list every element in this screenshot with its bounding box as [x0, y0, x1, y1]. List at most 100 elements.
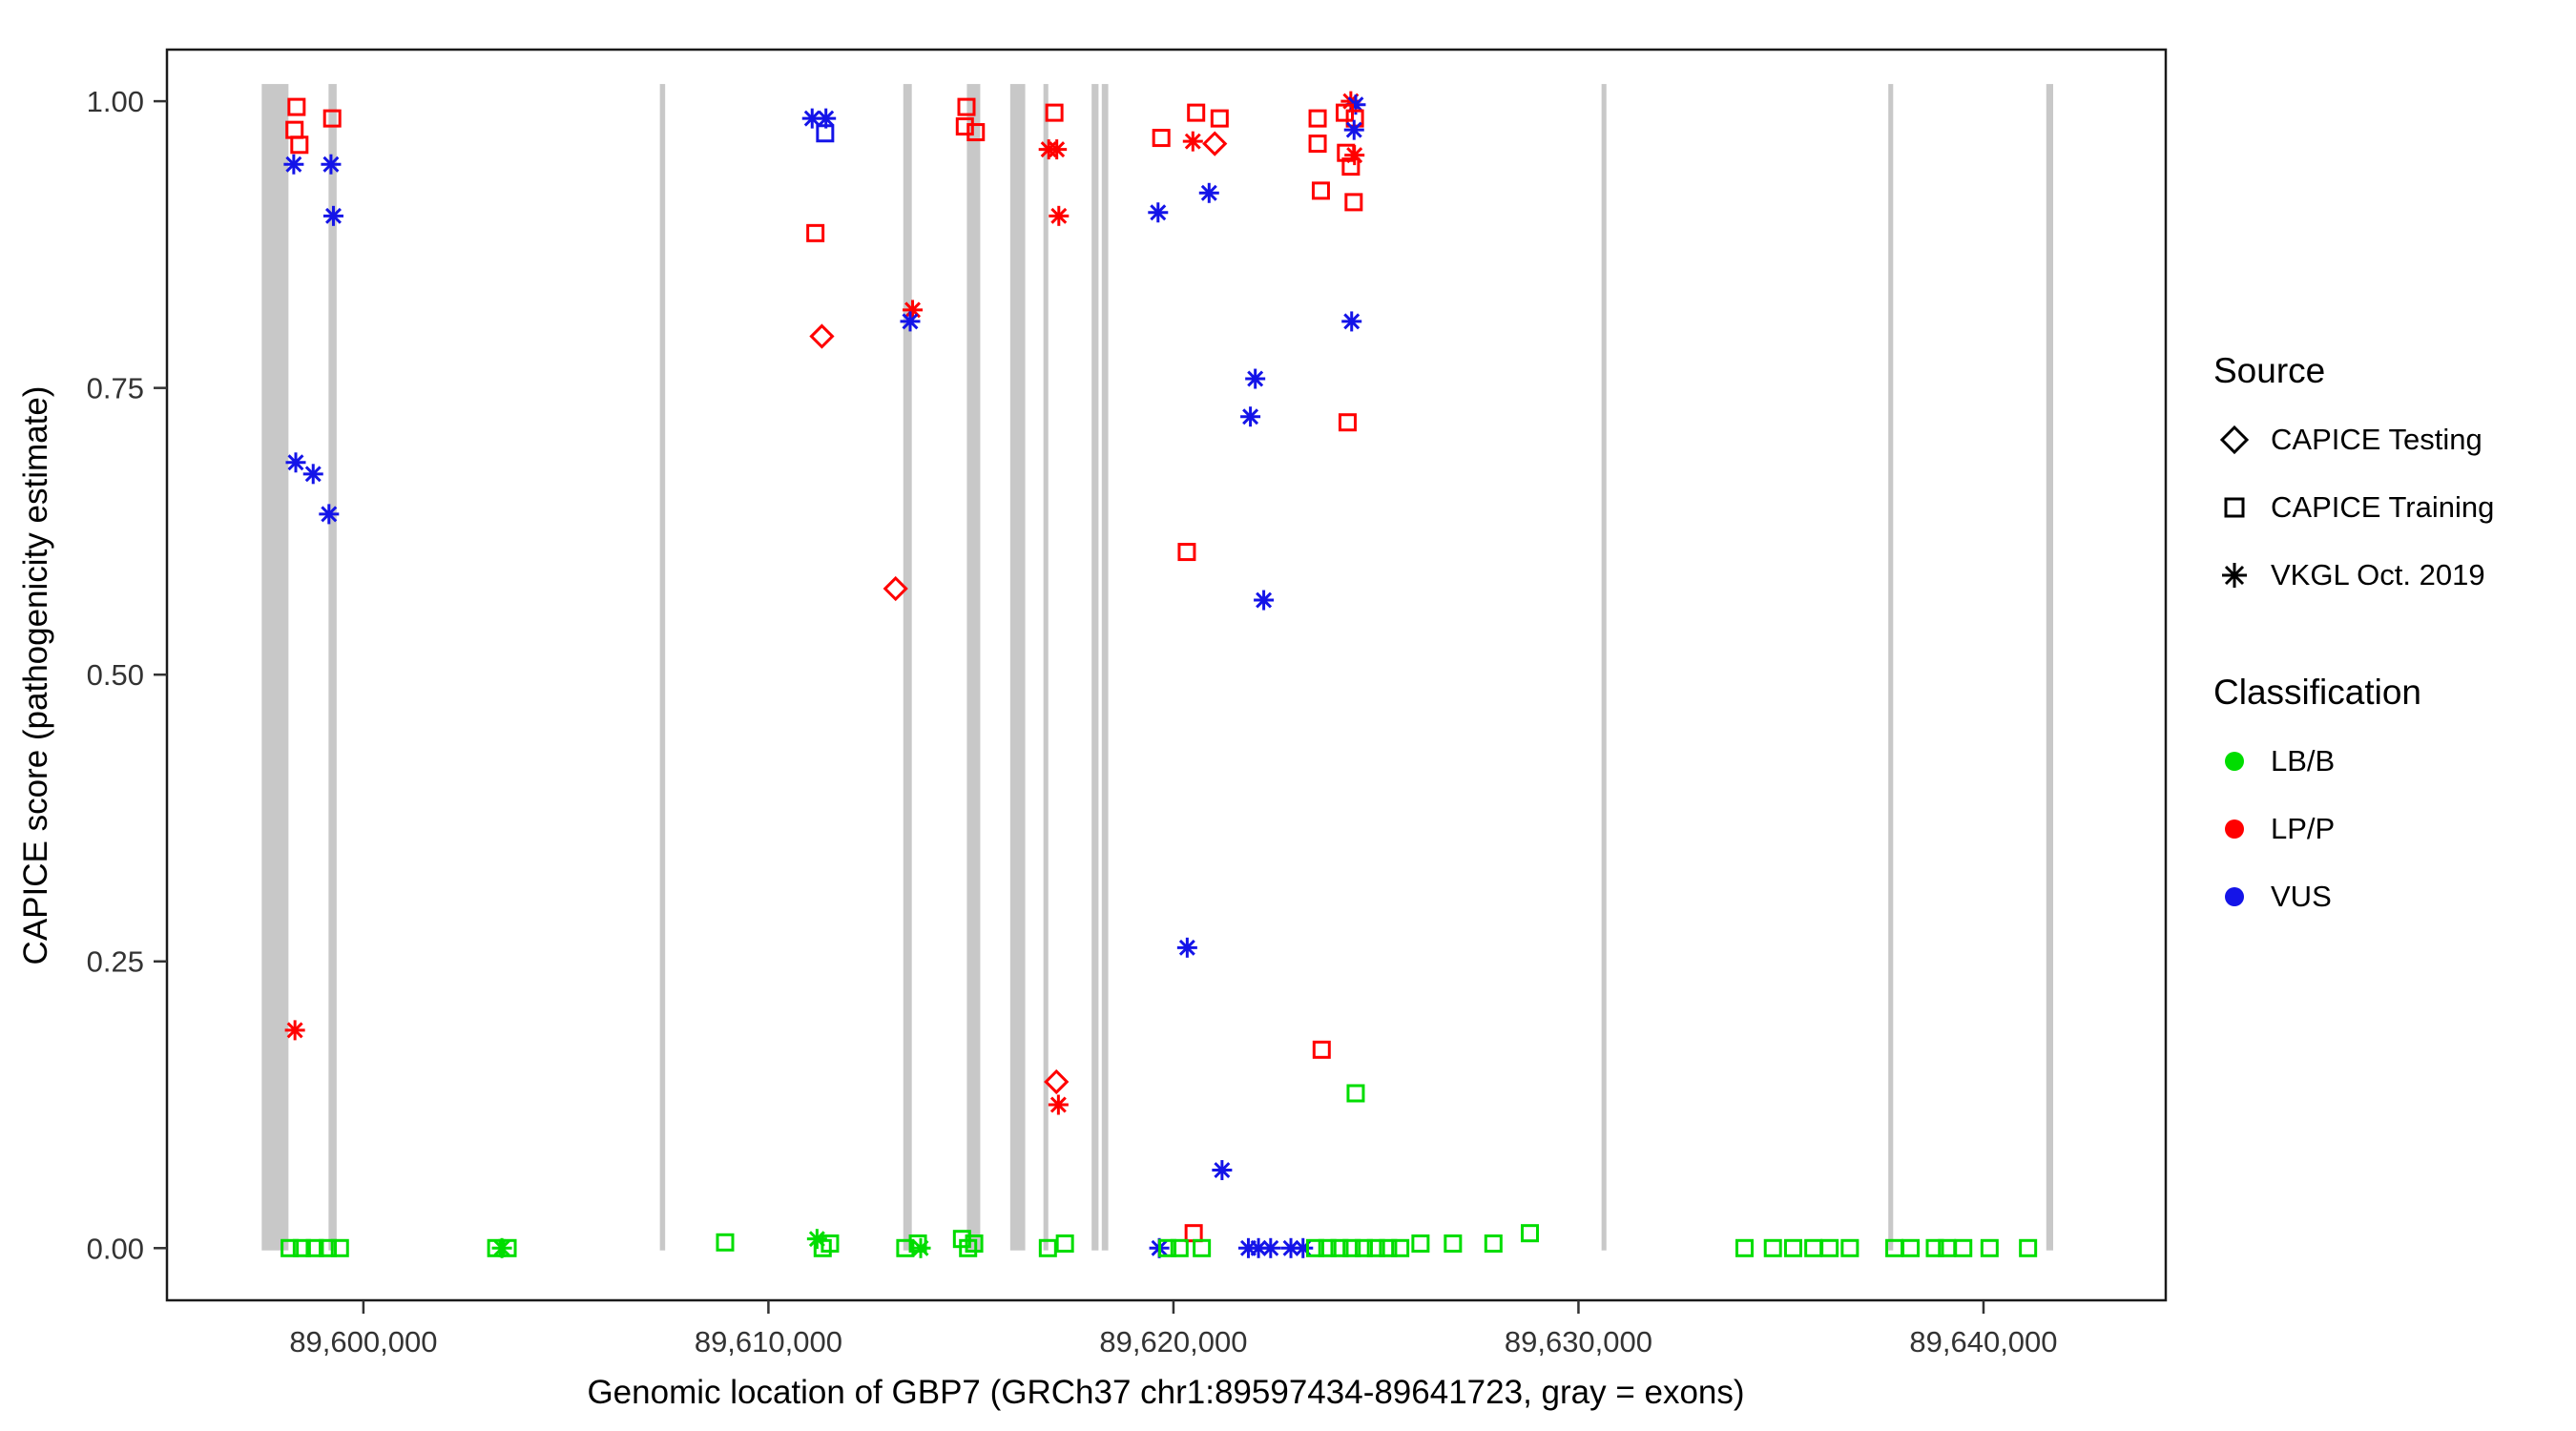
data-point-asterisk — [322, 205, 343, 226]
data-point-square — [1366, 1238, 1385, 1257]
data-point-square — [292, 1238, 311, 1257]
legend-gap — [2213, 619, 2494, 673]
y-tick-label: 1.00 — [87, 85, 144, 118]
x-tick-label: 89,600,000 — [289, 1325, 437, 1358]
data-point-diamond — [1044, 1068, 1070, 1095]
data-point-square — [1341, 157, 1361, 176]
data-point-square — [1338, 413, 1357, 432]
data-point-square — [290, 135, 309, 155]
data-point-asterisk — [283, 154, 304, 175]
data-point-square — [1783, 1238, 1802, 1257]
data-point-square — [2019, 1238, 2038, 1257]
data-point-square — [1045, 103, 1064, 122]
exon-bar — [328, 84, 337, 1251]
exon-bar — [1043, 84, 1049, 1251]
x-axis-title: Genomic location of GBP7 (GRCh37 chr1:89… — [587, 1374, 1745, 1411]
data-point-square — [1346, 1084, 1365, 1103]
data-point-square — [1308, 109, 1327, 128]
data-point-asterisk — [1260, 1237, 1281, 1258]
data-point-square — [1840, 1238, 1859, 1257]
legend-item-label: LB/B — [2271, 744, 2336, 778]
exon-bar — [1601, 84, 1607, 1251]
data-point-square — [1980, 1238, 1999, 1257]
exon-bar — [1888, 84, 1894, 1251]
data-point-asterisk — [1341, 311, 1362, 332]
data-point-square — [1336, 103, 1355, 122]
data-point-asterisk — [1212, 1160, 1233, 1181]
exon-bar — [966, 84, 981, 1251]
data-point-square — [806, 223, 825, 242]
data-point-square — [821, 1234, 840, 1253]
data-point-square — [1763, 1238, 1782, 1257]
data-point-square — [1391, 1238, 1410, 1257]
data-point-square — [1444, 1234, 1463, 1253]
data-point-asterisk — [1344, 145, 1365, 166]
y-tick-label: 0.50 — [87, 658, 144, 692]
legend-item-label: LP/P — [2271, 812, 2336, 845]
data-point-asterisk — [1148, 202, 1169, 223]
data-point-asterisk — [1198, 182, 1219, 203]
data-point-square — [966, 123, 986, 142]
data-point-square — [1152, 129, 1171, 148]
data-point-asterisk — [319, 504, 340, 525]
x-tick-label: 89,610,000 — [695, 1325, 842, 1358]
data-point-square — [1330, 1238, 1349, 1257]
data-point-square — [816, 124, 835, 143]
data-point-asterisk — [806, 1229, 827, 1250]
data-point-asterisk — [1047, 139, 1068, 160]
data-point-square — [1354, 1238, 1373, 1257]
data-point-square — [1318, 1238, 1337, 1257]
legend-item-capice-testing: CAPICE Testing — [2213, 416, 2494, 464]
panel-border — [165, 48, 2168, 1302]
data-point-asterisk — [1049, 205, 1070, 226]
data-point-asterisk — [801, 108, 822, 129]
data-point-asterisk — [900, 311, 921, 332]
data-point-asterisk — [321, 154, 342, 175]
data-point-square — [1311, 181, 1330, 200]
asterisk-icon — [2222, 563, 2247, 588]
data-point-asterisk — [1280, 1237, 1301, 1258]
y-tick-label: 0.00 — [87, 1232, 144, 1265]
exon-bar — [659, 84, 666, 1251]
y-tick-label: 0.75 — [87, 372, 144, 405]
data-point-square — [952, 1230, 971, 1249]
data-point-square — [330, 1238, 349, 1257]
data-point-square — [1308, 135, 1327, 154]
exon-bar — [1091, 84, 1099, 1251]
data-point-asterisk — [1254, 590, 1275, 611]
y-tick-label: 0.25 — [87, 945, 144, 979]
data-point-square — [287, 97, 306, 116]
exon-bar — [903, 84, 912, 1251]
square-icon — [2224, 497, 2245, 518]
exon-bar — [1101, 84, 1109, 1251]
legend-item-vus: VUS — [2213, 873, 2494, 921]
data-point-diamond — [883, 575, 908, 602]
data-point-square — [319, 1238, 338, 1257]
x-tick-label: 89,620,000 — [1099, 1325, 1247, 1358]
legend-item-label: CAPICE Testing — [2271, 423, 2483, 456]
legend-item-label: VUS — [2271, 880, 2332, 913]
x-tick-label: 89,640,000 — [1909, 1325, 2057, 1358]
data-point-square — [1170, 1238, 1189, 1257]
data-point-square — [285, 120, 304, 139]
data-point-square — [716, 1233, 735, 1252]
data-point-square — [1038, 1238, 1057, 1257]
data-point-square — [1187, 103, 1206, 122]
data-point-square — [280, 1238, 300, 1257]
data-point-square — [1411, 1234, 1430, 1253]
data-point-square — [1925, 1238, 1944, 1257]
data-point-square — [1177, 543, 1196, 562]
data-point-square — [959, 1238, 978, 1257]
legend-classification-title: Classification — [2213, 673, 2421, 712]
data-point-square — [1055, 1234, 1074, 1253]
exon-bar — [2046, 84, 2053, 1251]
x-tick-label: 89,630,000 — [1505, 1325, 1652, 1358]
data-point-square — [1521, 1224, 1540, 1243]
data-point-asterisk — [1245, 368, 1266, 389]
data-point-square — [955, 117, 974, 136]
data-point-asterisk — [1240, 406, 1261, 427]
data-point-square — [322, 109, 342, 128]
legend: Source CAPICE Testing CAPICE Training — [2213, 351, 2494, 941]
